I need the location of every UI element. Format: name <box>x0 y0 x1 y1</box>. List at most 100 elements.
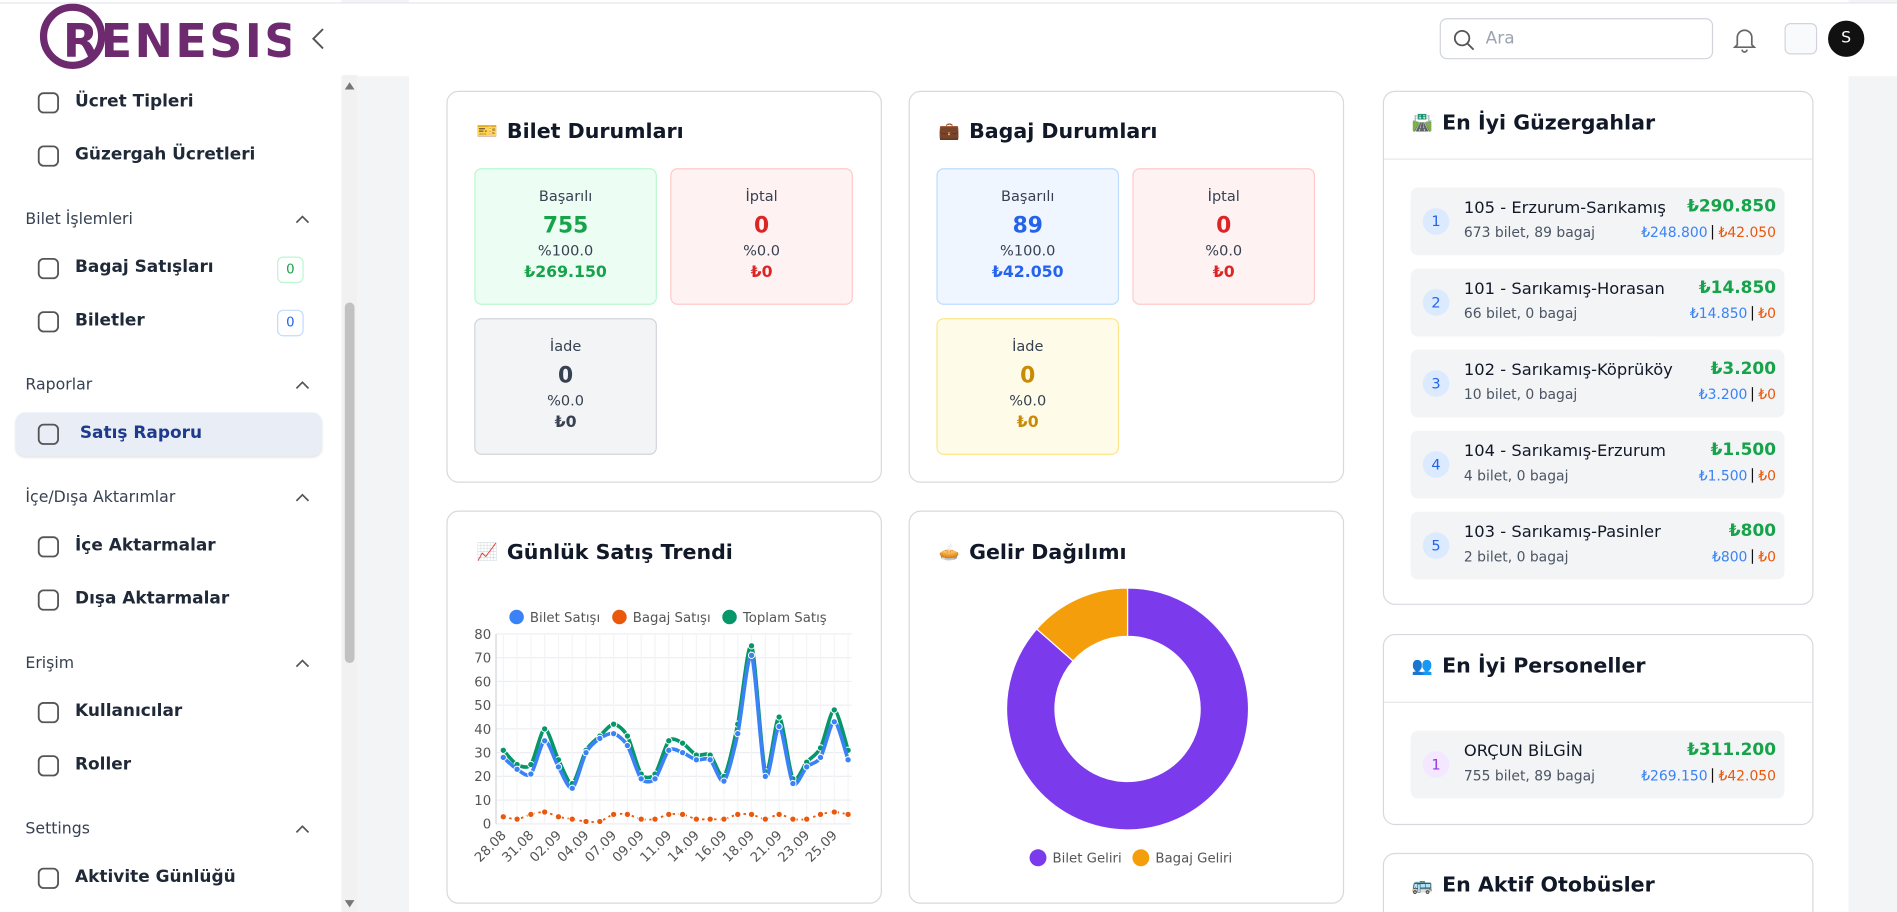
row-detail: 10 bilet, 0 bagaj <box>1463 385 1578 403</box>
stat-percent: %100.0 <box>537 241 594 259</box>
luggage-amount: ₺0 <box>1758 466 1777 484</box>
menu-item[interactable]: Dışa Aktarmalar <box>75 589 230 609</box>
menu-item[interactable]: Kullanıcılar <box>75 701 183 722</box>
rank-badge: 1 <box>1422 208 1450 235</box>
row-name: 105 - Erzurum-Sarıkamış <box>1463 198 1666 218</box>
stat-box: Başarılı 89 %100.0 ₺42.050 <box>936 168 1120 305</box>
lens <box>1453 29 1471 47</box>
row-name: 102 - Sarıkamış-Köprüköy <box>1463 360 1673 380</box>
stat-count: 0 <box>754 212 770 239</box>
menu-icon <box>37 755 59 777</box>
ticket-amount: ₺269.150 <box>1641 767 1708 784</box>
bell <box>1732 29 1757 53</box>
stat-percent: %0.0 <box>1205 241 1243 259</box>
separator <box>1752 468 1754 483</box>
notifications <box>1732 29 1757 53</box>
card-title: Bilet Durumları <box>506 119 684 144</box>
menu-item[interactable]: İçe Aktarmalar <box>75 535 216 556</box>
menu-icon <box>37 536 59 558</box>
card-title: En Aktif Otobüsler <box>1442 873 1655 898</box>
row-name: 103 - Sarıkamış-Pasinler <box>1463 522 1661 542</box>
list-row: 1 ORÇUN BİLGİN 755 bilet, 89 bagaj ₺311.200… <box>1410 730 1785 799</box>
row-total: ₺311.200 <box>1687 740 1777 760</box>
chart-card <box>446 510 882 904</box>
menu-section[interactable]: Erişim <box>25 654 75 673</box>
stat-percent: %0.0 <box>1009 391 1047 409</box>
row-detail: 4 bilet, 0 bagaj <box>1463 466 1569 484</box>
chevron <box>295 659 310 668</box>
menu-item[interactable]: Satış Raporu <box>79 423 203 443</box>
ticket-amount: ₺1.500 <box>1698 466 1748 484</box>
menu-item[interactable]: Bagaj Satışları <box>75 257 214 278</box>
stat-count: 89 <box>1012 212 1043 239</box>
icon-shape <box>37 867 59 889</box>
badge: 0 <box>277 256 304 284</box>
chevron <box>295 825 310 833</box>
stat-percent: %0.0 <box>743 241 781 259</box>
ticket-amount: ₺14.850 <box>1689 304 1748 322</box>
stat-percent: %100.0 <box>1000 241 1056 259</box>
stat-label: İade <box>549 337 582 355</box>
search-placeholder: Ara <box>1485 29 1515 49</box>
scrollbar-thumb <box>344 302 355 663</box>
menu-item[interactable]: Güzergah Ücretleri <box>75 145 256 165</box>
search-box[interactable]: Ara <box>1439 18 1714 60</box>
menu-icon <box>37 311 59 333</box>
card-icon: 🚌 <box>1411 875 1433 896</box>
rank-badge: 3 <box>1422 370 1450 397</box>
stat-label: İptal <box>745 187 778 205</box>
logo-text: RENESIS <box>63 14 290 68</box>
list-row: 3 102 - Sarıkamış-Köprüköy 10 bilet, 0 bag… <box>1410 349 1785 418</box>
divider <box>1384 158 1813 160</box>
menu-icon <box>37 92 59 114</box>
stat-label: Başarılı <box>538 187 593 205</box>
section-chevron <box>295 659 310 668</box>
menu-section[interactable]: Bilet İşlemleri <box>25 210 133 229</box>
scroll-up <box>344 82 355 90</box>
row-name: 101 - Sarıkamış-Horasan <box>1463 279 1665 299</box>
stat-label: İade <box>1012 337 1044 355</box>
list-card <box>1382 852 1814 912</box>
separator <box>1752 549 1754 564</box>
card-title: En İyi Güzergahlar <box>1442 111 1656 136</box>
row-name: ORÇUN BİLGİN <box>1463 741 1583 761</box>
menu-icon <box>37 589 59 611</box>
stat-box: İptal 0 %0.0 ₺0 <box>1132 168 1316 305</box>
card-button[interactable] <box>1784 22 1818 55</box>
stat-amount: ₺0 <box>554 413 577 432</box>
row-detail: 66 bilet, 0 bagaj <box>1463 304 1578 322</box>
card-icon: 🥧 <box>938 543 960 563</box>
card-title: Bagaj Durumları <box>969 119 1158 144</box>
row-amounts: ₺269.150 ₺42.050 <box>1641 767 1776 784</box>
luggage-amount: ₺42.050 <box>1718 223 1777 241</box>
luggage-amount: ₺42.050 <box>1718 767 1777 784</box>
menu-section[interactable]: Settings <box>25 820 90 839</box>
menu-icon <box>37 701 59 724</box>
list-row: 5 103 - Sarıkamış-Pasinler 2 bilet, 0 baga… <box>1410 511 1785 580</box>
separator <box>1752 306 1754 321</box>
chevron <box>295 215 310 224</box>
menu-item[interactable]: Ücret Tipleri <box>75 91 194 112</box>
stat-amount: ₺0 <box>750 263 773 282</box>
luggage-amount: ₺0 <box>1758 304 1777 322</box>
row-amounts: ₺1.500 ₺0 <box>1699 467 1776 484</box>
menu-section[interactable]: Raporlar <box>25 376 93 395</box>
avatar[interactable]: S <box>1828 20 1865 57</box>
card-icon: 🎫 <box>476 122 498 142</box>
icon-shape <box>37 423 59 445</box>
separator <box>1712 225 1714 240</box>
header <box>0 2 1897 77</box>
menu-item[interactable]: Roller <box>75 754 132 775</box>
menu-item[interactable]: Biletler <box>75 310 145 331</box>
icon-shape <box>37 257 59 280</box>
stat-box: İptal 0 %0.0 ₺0 <box>670 168 853 305</box>
active-item <box>15 412 322 457</box>
stat-count: 0 <box>1020 362 1036 389</box>
menu-icon <box>37 423 59 445</box>
menu-item[interactable]: Aktivite Günlüğü <box>75 867 236 887</box>
separator <box>1712 768 1714 783</box>
ticket-amount: ₺248.800 <box>1641 223 1708 241</box>
menu-section[interactable]: İçe/Dışa Aktarımlar <box>25 488 176 507</box>
stat-percent: %0.0 <box>547 391 585 409</box>
